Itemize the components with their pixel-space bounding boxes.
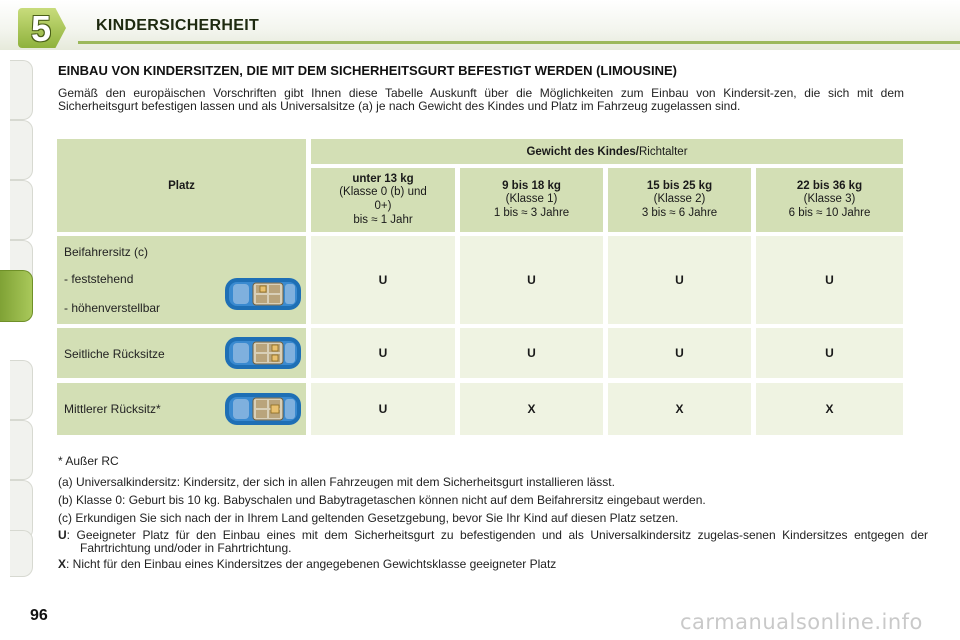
car-top-view-icon xyxy=(225,278,301,310)
column-header-2: 15 bis 25 kg (Klasse 2) 3 bis ≈ 6 Jahre xyxy=(608,168,751,232)
note-x-text: : Nicht für den Einbau eines Kindersitze… xyxy=(66,557,557,571)
cell-rear-middle-1: X xyxy=(460,383,603,435)
chapter-number: 5 xyxy=(30,8,52,49)
column-class: (Klasse 2) xyxy=(653,193,706,205)
column-class: (Klasse 1) xyxy=(505,193,558,205)
cell-rear-side-1: U xyxy=(460,328,603,378)
chapter-tab-rail xyxy=(0,60,40,580)
column-header-1: 9 bis 18 kg (Klasse 1) 1 bis ≈ 3 Jahre xyxy=(460,168,603,232)
intro-paragraph: Gemäß den europäischen Vorschriften gibt… xyxy=(58,86,904,113)
chapter-tab-1[interactable] xyxy=(10,60,33,120)
place-header: Platz xyxy=(168,179,195,192)
row-label-cell-rear-side: Seitliche Rücksitze xyxy=(57,328,306,378)
note-u-text: : Geeigneter Platz für den Einbau eines … xyxy=(66,528,928,555)
note-c: (c) Erkundigen Sie sich nach der in Ihre… xyxy=(58,511,679,525)
header-rule xyxy=(78,41,960,44)
row-sublabel-adjustable: - höhenverstellbar xyxy=(64,301,161,315)
car-top-view-icon xyxy=(225,393,301,425)
cell-passenger-0: U xyxy=(311,236,455,324)
suitability-mark: U xyxy=(527,273,536,287)
note-x-key: X xyxy=(58,557,67,571)
cell-rear-middle-0: U xyxy=(311,383,455,435)
note-u-key: U xyxy=(58,528,67,542)
cell-passenger-2: U xyxy=(608,236,751,324)
cell-passenger-1: U xyxy=(460,236,603,324)
place-header-cell: Platz xyxy=(57,139,306,232)
note-b: (b) Klasse 0: Geburt bis 10 kg. Babyscha… xyxy=(58,493,706,507)
column-class-cont: 0+) xyxy=(374,200,392,212)
column-age: 3 bis ≈ 6 Jahre xyxy=(641,207,718,219)
column-age: bis ≈ 1 Jahr xyxy=(353,214,413,226)
watermark: carmanualsonline.info xyxy=(680,610,923,634)
column-weight: 9 bis 18 kg xyxy=(502,180,561,192)
chapter-badge xyxy=(18,8,66,48)
note-x: X: Nicht für den Einbau eines Kindersitz… xyxy=(58,558,906,571)
note-a: (a) Universalkindersitz: Kindersitz, der… xyxy=(58,475,615,489)
weight-group-header: Gewicht des Kindes/Richtalter xyxy=(311,139,903,164)
car-top-view-icon xyxy=(225,337,301,369)
chapter-tab-2[interactable] xyxy=(10,120,33,180)
suitability-mark: U xyxy=(378,346,388,360)
row-label: Mittlerer Rücksitz* xyxy=(64,402,161,416)
row-label: Seitliche Rücksitze xyxy=(64,347,165,361)
cell-rear-side-0: U xyxy=(311,328,455,378)
column-header-3: 22 bis 36 kg (Klasse 3) 6 bis ≈ 10 Jahre xyxy=(756,168,903,232)
row-label-cell-passenger: Beifahrersitz (c) - feststehend - höhenv… xyxy=(57,236,306,324)
chapter-title: KINDERSICHERHEIT xyxy=(96,17,260,34)
row-label-cell-rear-middle: Mittlerer Rücksitz* xyxy=(57,383,306,435)
chapter-tab-9[interactable] xyxy=(10,530,33,577)
suitability-mark: U xyxy=(825,273,834,287)
column-class: (Klasse 0 (b) und xyxy=(339,186,427,198)
column-weight: 22 bis 36 kg xyxy=(796,180,863,192)
column-header-0: unter 13 kg (Klasse 0 (b) und 0+) bis ≈ … xyxy=(311,168,455,232)
column-age: 1 bis ≈ 3 Jahre xyxy=(493,207,570,219)
suitability-mark: X xyxy=(527,402,536,416)
cell-passenger-3: U xyxy=(756,236,903,324)
suitability-mark: X xyxy=(675,402,684,416)
note-u: U: Geeigneter Platz für den Einbau eines… xyxy=(58,529,928,555)
cell-rear-middle-3: X xyxy=(756,383,903,435)
suitability-mark: X xyxy=(825,402,834,416)
suitability-mark: U xyxy=(378,273,388,287)
chapter-tab-6[interactable] xyxy=(10,360,33,420)
column-age: 6 bis ≈ 10 Jahre xyxy=(788,207,871,219)
suitability-mark: U xyxy=(825,346,834,360)
row-label: Beifahrersitz (c) xyxy=(64,245,149,259)
cell-rear-side-2: U xyxy=(608,328,751,378)
section-title: EINBAU VON KINDERSITZEN, DIE MIT DEM SIC… xyxy=(58,63,677,78)
footnote-rc: * Außer RC xyxy=(58,454,119,468)
weight-header-bold: Gewicht des Kindes/ xyxy=(526,145,639,158)
chapter-tab-7[interactable] xyxy=(10,420,33,480)
suitability-mark: U xyxy=(527,346,536,360)
cell-rear-middle-2: X xyxy=(608,383,751,435)
cell-rear-side-3: U xyxy=(756,328,903,378)
suitability-mark: U xyxy=(675,273,684,287)
chapter-tab-5-active[interactable] xyxy=(0,270,33,322)
chapter-tab-3[interactable] xyxy=(10,180,33,240)
suitability-mark: U xyxy=(378,402,388,416)
page-number: 96 xyxy=(30,607,48,624)
column-weight: unter 13 kg xyxy=(352,173,414,185)
column-class: (Klasse 3) xyxy=(803,193,856,205)
suitability-mark: U xyxy=(675,346,684,360)
row-sublabel-fixed: - feststehend xyxy=(64,272,134,286)
column-weight: 15 bis 25 kg xyxy=(646,180,713,192)
weight-header-normal: Richtalter xyxy=(638,145,688,158)
